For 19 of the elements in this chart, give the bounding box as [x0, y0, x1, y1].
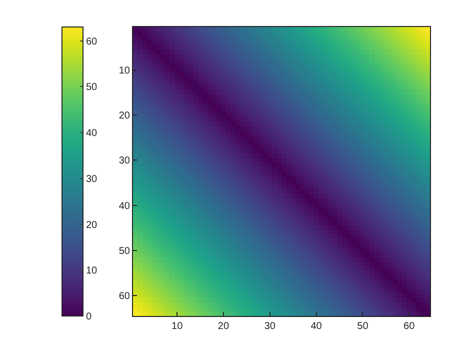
color-bar-label: 40: [86, 128, 98, 140]
color-bar-label: 30: [86, 174, 98, 185]
color-bar-label: 60: [86, 36, 98, 48]
y-tick-label: 20: [118, 110, 130, 122]
x-tick-label: 10: [172, 321, 184, 332]
color-bar-label: 20: [86, 220, 98, 231]
y-tick-label: 50: [118, 246, 130, 258]
x-tick-label: 50: [357, 321, 369, 332]
x-tick-label: 60: [404, 321, 416, 332]
y-tick-label: 30: [118, 156, 130, 167]
y-tick-label: 40: [118, 200, 130, 212]
x-tick-label: 30: [264, 321, 276, 332]
color-bar-label: 50: [86, 82, 98, 94]
color-bar-label: 0: [86, 312, 92, 322]
y-tick-label: 10: [118, 65, 130, 76]
x-tick-label: 20: [218, 321, 230, 332]
color-bar-label: 10: [86, 266, 98, 277]
y-tick-label: 60: [118, 291, 130, 302]
x-tick-label: 40: [310, 321, 322, 332]
